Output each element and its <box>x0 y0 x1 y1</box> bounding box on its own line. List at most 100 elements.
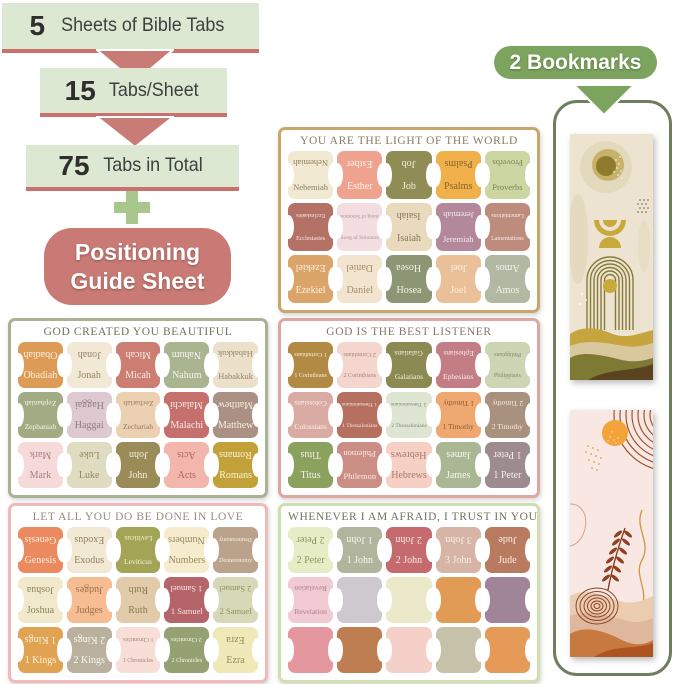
tab-label: Joel <box>450 284 467 296</box>
tab-label-folded: Philemon <box>343 448 377 459</box>
tab-label-folded: 2 Samuel <box>219 583 252 594</box>
tab-label: Malachi <box>170 420 204 432</box>
bible-tab-lamentations: Lamentations Lamentations <box>484 203 530 251</box>
bible-tab-philippians: Philippians Philippians <box>484 342 530 388</box>
tab-label-folded: Ezra <box>226 633 245 645</box>
tab-label: Psalms <box>444 180 473 192</box>
tab-label: Judges <box>75 605 103 617</box>
bible-tab-daniel: Daniel Daniel <box>337 255 383 303</box>
bible-tab-isaiah: Isaiah Isaiah <box>386 203 432 251</box>
tab-label: Philemon <box>343 471 377 482</box>
tab-label-folded: Esther <box>347 158 373 170</box>
sheet-title: WHENEVER I AM AFRAID, I TRUST IN YOU <box>288 511 538 523</box>
tab-grid: Nehemiah Nehemiah Esther Esther Job Job Psalms… <box>288 151 530 303</box>
bible-tab-colossians: Colossians Colossians <box>288 392 334 438</box>
tab-label-folded: Joel <box>450 262 467 274</box>
tab-label-folded: Zephaniah <box>24 399 57 409</box>
tab-label-folded: Philippians <box>493 350 521 357</box>
bible-tab-blank <box>337 627 383 673</box>
tab-label <box>485 650 530 673</box>
tab-grid: 2 Peter 2 Peter 1 John 1 John 2 John 2 John 3 … <box>288 527 530 673</box>
tab-label-folded: Micah <box>125 348 151 360</box>
tab-label-folded: Colossians <box>294 399 327 409</box>
bible-tab-2-chronicles: 2 Chronicles 2 Chronicles <box>164 627 210 673</box>
tab-label-folded: Daniel <box>346 262 374 274</box>
bible-tab-ruth: Ruth Ruth <box>115 577 161 623</box>
tab-label: Colossians <box>294 421 327 431</box>
tab-label-folded: James <box>445 448 471 460</box>
tab-label-folded: Genesis <box>24 533 57 545</box>
bible-tab-2-kings: 2 Kings 2 Kings <box>66 627 112 673</box>
tab-label: Exodus <box>74 555 105 567</box>
badge-label: Tabs/Sheet <box>108 78 199 101</box>
tab-label: Ruth <box>128 605 148 617</box>
tab-label: Esther <box>347 180 373 192</box>
tab-label: 1 Chronicles <box>122 658 154 665</box>
tab-label: 1 Samuel <box>170 606 203 617</box>
tab-label-folded: Nehemiah <box>293 158 329 169</box>
tab-label: Genesis <box>24 555 57 567</box>
tab-sheet-4: LET ALL YOU DO BE DONE IN LOVE Genesis Ge… <box>8 503 268 683</box>
badge-number: 75 <box>58 150 90 181</box>
tab-label-folded: 1 Corinthians <box>294 350 327 357</box>
bible-tab-1-samuel: 1 Samuel 1 Samuel <box>164 577 210 623</box>
tab-grid: Genesis Genesis Exodus Exodus Leviticus Levit… <box>18 527 258 673</box>
bible-tab-jeremiah: Jeremiah Jeremiah <box>435 203 481 251</box>
tab-label-folded: Nahum <box>172 348 202 360</box>
badge-sheet-count: 5 Sheets of Bible Tabs <box>2 3 259 53</box>
tab-label: Titus <box>300 470 321 482</box>
guide-badge-line1: Positioning <box>74 239 201 266</box>
tab-label-folded <box>485 577 530 600</box>
bible-tab-romans: Romans Romans <box>213 442 258 488</box>
tab-label-folded <box>386 577 431 600</box>
bible-tab-philemon: Philemon Philemon <box>337 442 383 488</box>
tab-label-folded: Matthew <box>217 398 254 410</box>
bible-tab-jonah: Jonah Jonah <box>66 342 112 388</box>
tab-label: Luke <box>78 470 100 482</box>
tab-label-folded: Song of Solomon <box>340 212 380 219</box>
tab-label: 1 Corinthians <box>294 373 327 380</box>
tab-label <box>386 650 431 673</box>
bible-tab-1-peter: 1 Peter 1 Peter <box>484 442 530 488</box>
tab-label <box>436 650 481 673</box>
tab-label-folded: Judges <box>75 583 103 595</box>
tab-label-folded: 2 Corinthians <box>343 350 377 357</box>
bible-tab-blank <box>386 627 432 673</box>
tab-label-folded: 2 Peter <box>296 533 325 545</box>
guide-badge-line2: Guide Sheet <box>70 267 205 294</box>
bible-tab-judges: Judges Judges <box>66 577 112 623</box>
down-arrow-icon <box>96 49 174 83</box>
bible-tab-leviticus: Leviticus Leviticus <box>115 527 161 573</box>
tab-label: 2 Peter <box>296 555 325 567</box>
tab-label-folded: 1 Timothy <box>442 399 474 409</box>
bible-tab-luke: Luke Luke <box>66 442 112 488</box>
tab-label-folded <box>337 577 382 600</box>
tab-label-folded: Ezekiel <box>295 262 326 274</box>
bible-tab-3-john: 3 John 3 John <box>435 527 481 573</box>
bible-tab-titus: Titus Titus <box>288 442 334 488</box>
bible-tab-ephesians: Ephesians Ephesians <box>435 342 481 388</box>
tab-label: Hosea <box>396 284 422 296</box>
bible-tab-zephaniah: Zephaniah Zephaniah <box>18 392 63 438</box>
tab-label: Jeremiah <box>442 233 474 244</box>
tab-label: John <box>128 470 148 482</box>
bible-tab-haggai: Haggai Haggai <box>66 392 112 438</box>
badge-label: Sheets of Bible Tabs <box>61 14 225 37</box>
tab-label <box>436 600 481 623</box>
bible-tab-john: John John <box>115 442 161 488</box>
bible-tab-micah: Micah Micah <box>115 342 161 388</box>
bible-tab-hebrews: Hebrews Hebrews <box>386 442 432 488</box>
tab-label: 3 John <box>444 555 472 567</box>
tab-sheet-5: WHENEVER I AM AFRAID, I TRUST IN YOU 2 P… <box>278 503 540 683</box>
bible-tab-1-timothy: 1 Timothy 1 Timothy <box>435 392 481 438</box>
bible-tab-obadiah: Obadiah Obadiah <box>18 342 63 388</box>
bible-tab-joel: Joel Joel <box>435 255 481 303</box>
tab-label: Ecclesiastes <box>296 235 326 242</box>
tab-label-folded: 1 Kings <box>24 633 57 645</box>
down-arrow-icon <box>573 84 635 116</box>
bible-tab-habakkuk: Habakkuk Habakkuk <box>213 342 258 388</box>
bible-tab-malachi: Malachi Malachi <box>164 392 210 438</box>
tab-label-folded: Jeremiah <box>442 210 474 221</box>
tab-label-folded: Jonah <box>77 348 101 360</box>
tab-label-folded: Titus <box>300 448 321 460</box>
